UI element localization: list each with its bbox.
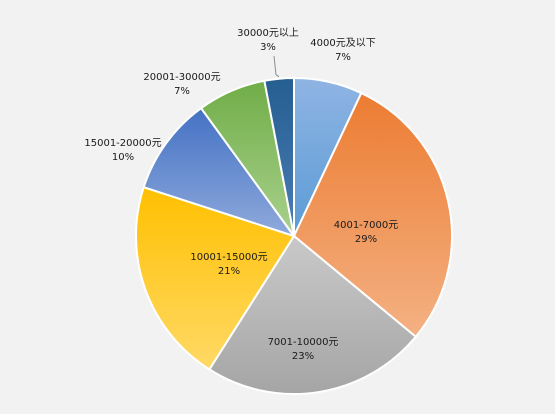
slices-layer	[135, 76, 453, 395]
slice-percent-label: 29%	[355, 234, 377, 245]
pie-slice-7	[263, 76, 295, 237]
slice-label-5: 15001-20000元 10%	[84, 138, 161, 163]
slice-category-label: 7001-10000元	[268, 337, 339, 348]
slice-percent-label: 23%	[292, 351, 314, 362]
slice-category-label: 30000元以上	[237, 27, 299, 39]
pie-slice-5	[142, 106, 297, 238]
slice-category-label: 10001-15000元	[190, 252, 267, 263]
slice-percent-label: 7%	[335, 52, 351, 63]
slice-category-label: 20001-30000元	[143, 72, 220, 83]
pie-slice-3	[207, 234, 418, 395]
slice-category-label: 4001-7000元	[334, 220, 399, 231]
pie-slice-2	[292, 91, 453, 339]
leaders-layer	[273, 55, 280, 78]
slice-label-1: 4000元及以下 7%	[310, 37, 375, 63]
slice-label-3: 7001-10000元 23%	[268, 337, 339, 362]
slice-percent-label: 21%	[218, 266, 240, 277]
slice-label-7: 30000元以上 3%	[237, 27, 299, 53]
slice-percent-label: 3%	[260, 42, 276, 53]
slice-category-label: 15001-20000元	[84, 138, 161, 149]
slice-label-6: 20001-30000元 7%	[143, 72, 220, 97]
slice-label-4: 10001-15000元 21%	[190, 252, 267, 277]
slice-category-label: 4000元及以下	[310, 37, 375, 49]
labels-layer: 4000元及以下 7% 4001-7000元 29% 7001-10000元 23% 100…	[84, 27, 398, 362]
slice-percent-label: 7%	[174, 86, 190, 97]
leader-line-7	[273, 55, 280, 78]
pie-slice-4	[135, 185, 296, 371]
slice-percent-label: 10%	[112, 152, 134, 163]
slice-label-2: 4001-7000元 29%	[334, 220, 399, 245]
